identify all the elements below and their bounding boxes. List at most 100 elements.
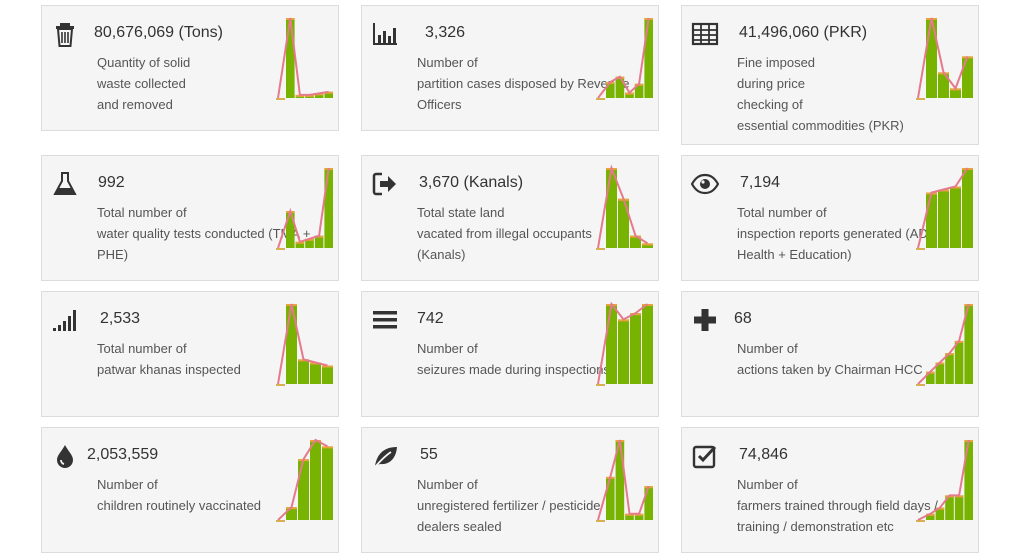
signal-icon (51, 306, 79, 334)
sparkline-bar-cap (322, 446, 333, 449)
sparkline-bar (926, 18, 937, 98)
sparkline-svg (596, 439, 653, 522)
stat-value: 41,496,060 (PKR) (739, 24, 868, 41)
sparkline-bar (964, 440, 973, 520)
stat-value: 2,533 (100, 310, 141, 327)
sparkline-svg (596, 301, 653, 386)
leaf-icon (371, 442, 399, 470)
stat-card-state-land: 3,670 (Kanals) Total state land vacated f… (361, 155, 659, 281)
sparkline-bar (926, 192, 937, 248)
sparkline-trend-line (917, 303, 970, 385)
stat-description: Total number of water quality tests condu… (97, 205, 311, 262)
trash-icon (51, 20, 79, 48)
sparkline-trend-line (277, 438, 328, 521)
sparkline-trend-line (597, 301, 649, 385)
sparkline-svg (596, 17, 653, 100)
sparkline-bar (298, 459, 309, 520)
stat-value: 7,194 (740, 174, 781, 191)
sparkline-svg (916, 17, 973, 100)
sparkline-trend-line (277, 17, 329, 99)
sparkline-bar (286, 304, 297, 384)
sparkline-bar (314, 93, 324, 98)
sparkline-chart (276, 300, 334, 388)
sparkline-bar (644, 18, 653, 98)
stat-card-hcc-actions: 68 Number of actions taken by Chairman HC… (681, 291, 979, 417)
sparkline-bar (642, 243, 653, 248)
stat-value: 80,676,069 (Tons) (94, 24, 223, 41)
sparkline-chart (596, 14, 654, 102)
sparkline-bar (322, 446, 333, 520)
stat-description: Number of children routinely vaccinated (97, 477, 262, 513)
sparkline-bar (964, 304, 973, 384)
sparkline-svg (916, 439, 973, 522)
sparkline-chart (276, 436, 334, 524)
sparkline-bar (606, 476, 615, 520)
stat-value: 68 (734, 310, 752, 327)
sparkline-bar-cap (322, 365, 333, 368)
sparkline-bar (286, 211, 295, 248)
stat-card-seizures: 742 Number of seizures made during inspec… (361, 291, 659, 417)
stat-value: 55 (420, 446, 438, 463)
sparkline-chart (276, 164, 334, 252)
sparkline-bar (954, 340, 964, 384)
sparkline-bar (625, 513, 634, 520)
eye-icon (691, 170, 719, 198)
stat-description: Total number of inspection reports genera… (737, 205, 948, 262)
tint-icon (51, 442, 79, 470)
table-icon (691, 20, 719, 48)
sparkline-bar (945, 495, 954, 520)
sparkline-bar (642, 304, 653, 384)
sparkline-bar (625, 92, 634, 98)
stat-description: Total number of patwar khanas inspected (97, 341, 241, 377)
sparkline-bar (926, 513, 935, 520)
sparkline-bar (938, 189, 949, 248)
stat-description: Fine imposed during price checking of essen… (737, 55, 904, 133)
sparkline-bar (615, 440, 625, 520)
sparkline-trend-line (277, 167, 330, 249)
sparkline-bar (286, 18, 295, 98)
stat-card-price-fine: 41,496,060 (PKR) Fine imposed during pric… (681, 5, 979, 145)
flask-icon (51, 170, 79, 198)
sparkline-bar (630, 313, 641, 384)
sparkline-bar (954, 495, 964, 520)
stat-description: Number of seizures made during inspection… (417, 341, 610, 377)
stat-value: 3,326 (425, 24, 466, 41)
sparkline-bar (295, 241, 305, 248)
sparkline-chart (276, 14, 334, 102)
stat-card-inspection-reports: 7,194 Total number of inspection reports … (681, 155, 979, 281)
sparkline-bar (935, 362, 945, 384)
sparkline-svg (276, 438, 333, 522)
stat-value: 2,053,559 (87, 446, 159, 463)
sparkline-bar (324, 91, 333, 98)
stat-card-fertilizer-dealers: 55 Number of unregistered fertilizer / pe… (361, 427, 659, 553)
sparkline-bar (630, 235, 641, 248)
sparkline-chart (916, 14, 974, 102)
sparkline-chart (596, 164, 654, 252)
sparkline-bar (310, 440, 321, 520)
sparkline-svg (276, 303, 333, 386)
sparkline-bar (324, 168, 333, 248)
sparkline-bar (322, 365, 333, 384)
sparkline-bar (644, 486, 653, 520)
sparkline-svg (916, 167, 973, 250)
list-icon (371, 306, 399, 334)
stat-card-vaccination: 2,053,559 Number of children routinely va… (41, 427, 339, 553)
sparkline-svg (276, 17, 333, 100)
sparkline-bar (615, 76, 625, 98)
sparkline-svg (276, 167, 333, 250)
sparkline-bar (286, 507, 297, 520)
sparkline-bar (310, 362, 321, 384)
sparkline-bar (950, 186, 961, 248)
sparkline-bar (962, 168, 973, 248)
sparkline-trend-line (917, 17, 969, 99)
sparkline-trend-line (597, 439, 650, 521)
sparkline-bar-cap (642, 243, 653, 246)
sparkline-bar (950, 88, 961, 98)
sparkline-trend-line (917, 439, 970, 521)
sparkline-chart (596, 300, 654, 388)
stat-description: Number of actions taken by Chairman HCC (737, 341, 923, 377)
sparkline-bar (618, 319, 629, 384)
sparkline-trend-line (277, 303, 328, 385)
sparkline-trend-line (917, 167, 969, 249)
sign-in-icon (371, 170, 399, 198)
